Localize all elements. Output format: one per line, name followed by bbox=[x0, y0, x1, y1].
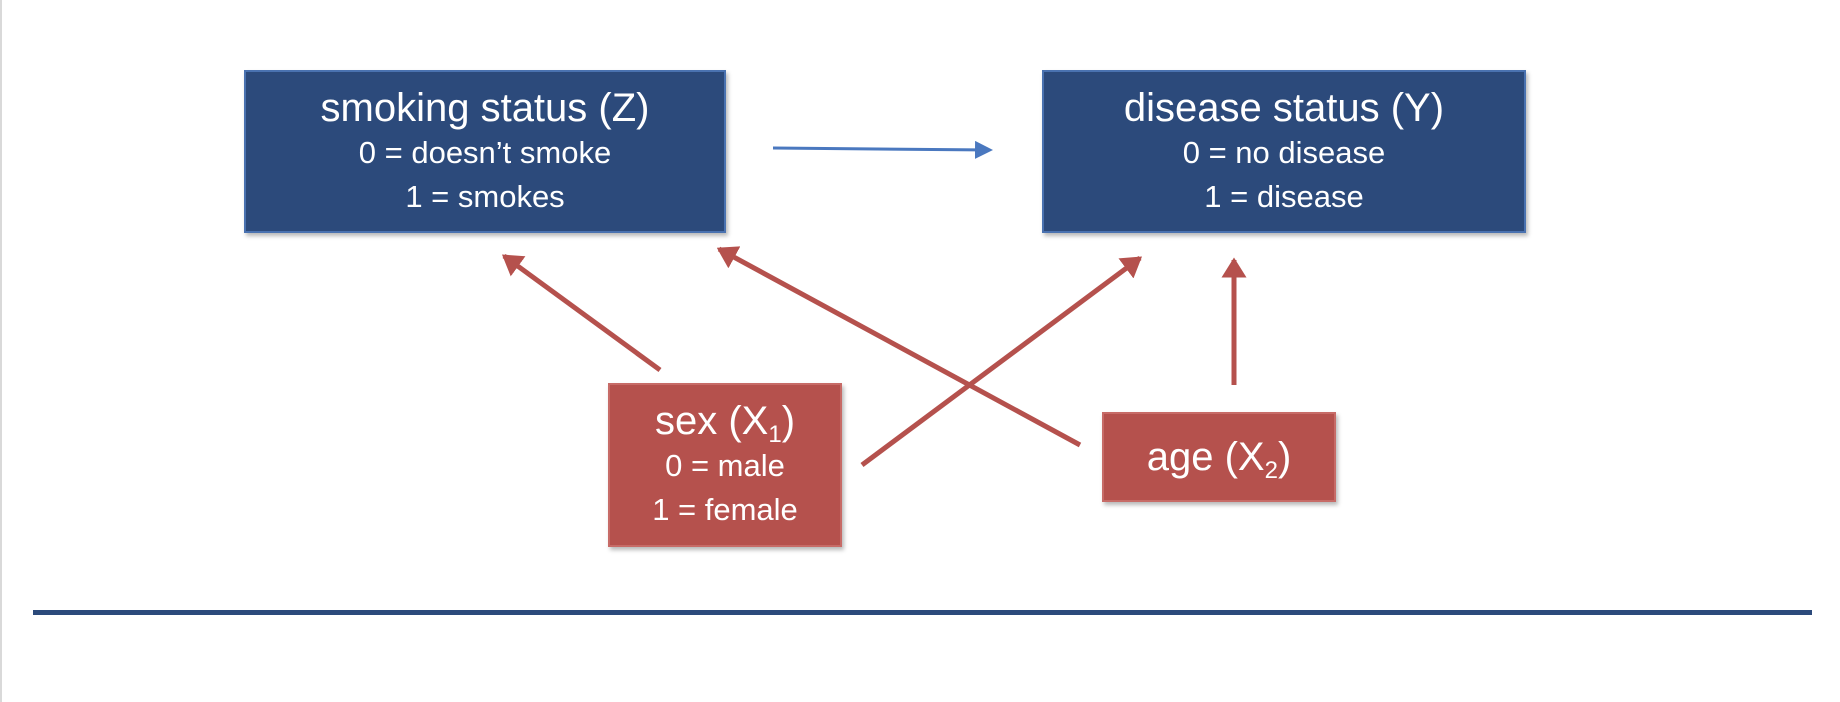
age-title: age (X2) bbox=[1146, 434, 1292, 483]
sex-title-text: sex (X bbox=[654, 399, 769, 443]
sex-title-subscript: 1 bbox=[768, 421, 782, 448]
age-node: age (X2) bbox=[1102, 412, 1336, 502]
left-border bbox=[0, 0, 2, 702]
sex-value-1: 1 = female bbox=[652, 492, 798, 527]
smoking-status-value-0: 0 = doesn’t smoke bbox=[358, 134, 612, 170]
smoking-status-title: smoking status (Z) bbox=[320, 85, 650, 130]
divider-line bbox=[33, 610, 1812, 615]
sex-title: sex (X1) bbox=[654, 398, 796, 447]
disease-status-node: disease status (Y) 0 = no disease 1 = di… bbox=[1042, 70, 1526, 233]
disease-status-value-1: 1 = disease bbox=[1204, 178, 1364, 214]
arrow-age-to-smoking bbox=[716, 246, 1082, 448]
sex-node: sex (X1) 0 = male 1 = female bbox=[608, 383, 842, 547]
age-title-text: age (X bbox=[1146, 435, 1265, 479]
smoking-status-node: smoking status (Z) 0 = doesn’t smoke 1 =… bbox=[244, 70, 726, 233]
arrow-smoking-to-disease bbox=[772, 140, 993, 159]
smoking-status-value-1: 1 = smokes bbox=[405, 178, 565, 214]
arrow-sex-to-disease bbox=[860, 255, 1143, 468]
age-title-close: ) bbox=[1277, 435, 1292, 479]
disease-status-value-0: 0 = no disease bbox=[1182, 134, 1386, 170]
sex-title-close: ) bbox=[781, 399, 796, 443]
disease-status-title: disease status (Y) bbox=[1123, 85, 1445, 130]
age-title-subscript: 2 bbox=[1264, 457, 1278, 484]
sex-value-0: 0 = male bbox=[665, 448, 785, 483]
arrow-sex-to-smoking bbox=[501, 253, 662, 373]
